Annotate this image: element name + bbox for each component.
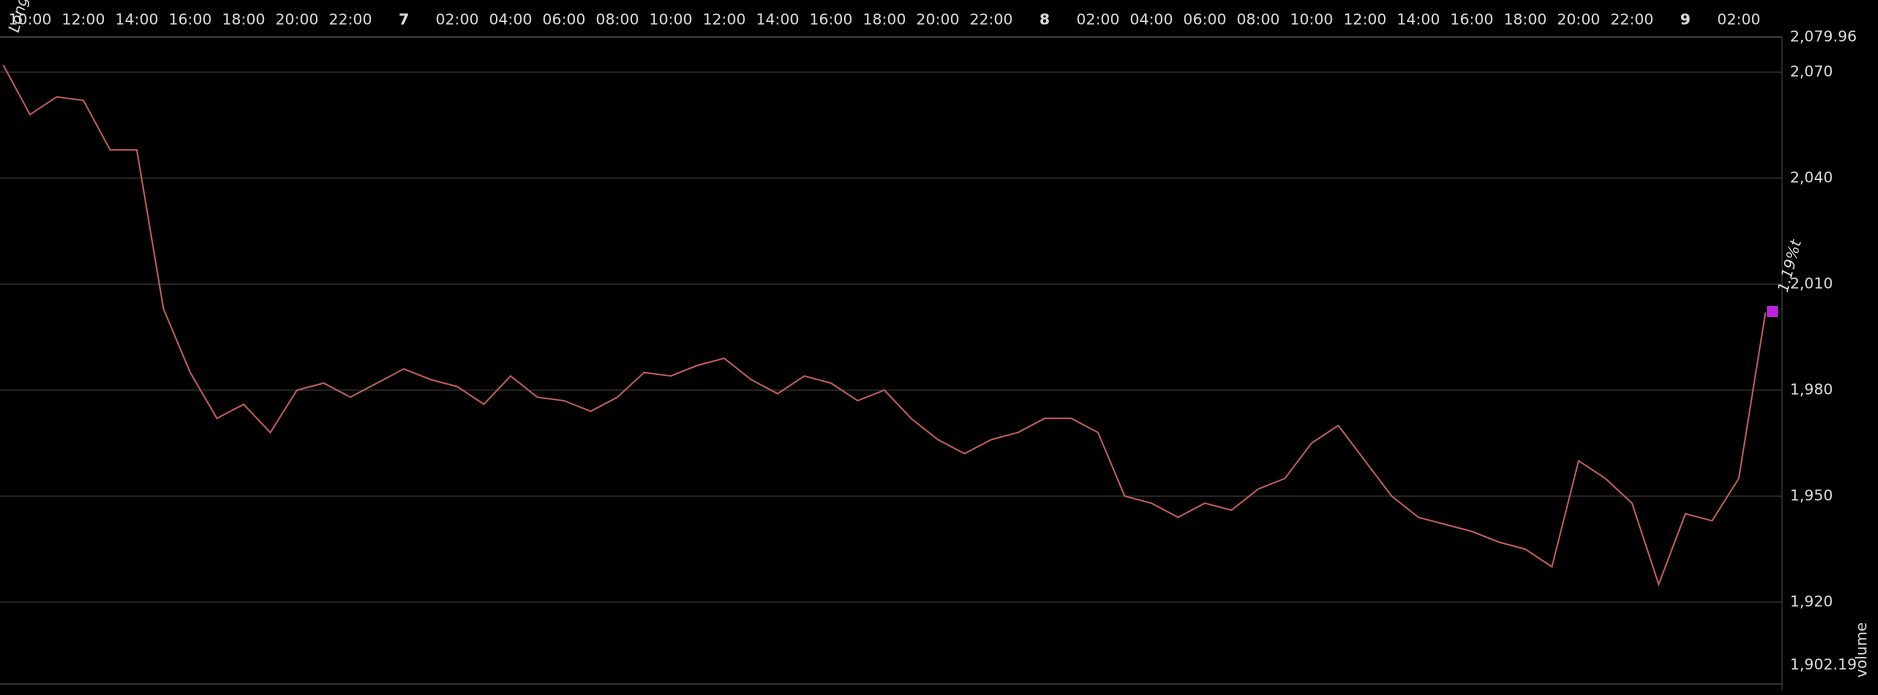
x-tick-label: 02:00 (1717, 11, 1760, 29)
y-tick-label: 2,040 (1790, 169, 1833, 187)
x-tick-label: 18:00 (222, 11, 265, 29)
x-tick-label: 06:00 (1183, 11, 1226, 29)
x-tick-label: 18:00 (863, 11, 906, 29)
x-tick-label: 14:00 (756, 11, 799, 29)
volume-label: volume (1853, 622, 1871, 678)
x-tick-label: 10:00 (1290, 11, 1333, 29)
x-tick-label: 02:00 (1076, 11, 1119, 29)
x-tick-label: 04:00 (1130, 11, 1173, 29)
x-tick-label: 10:00 (8, 11, 51, 29)
x-tick-label: 12:00 (703, 11, 746, 29)
x-tick-label: 7 (399, 11, 409, 29)
x-tick-label: 8 (1039, 11, 1049, 29)
x-tick-label: 04:00 (489, 11, 532, 29)
x-tick-label: 20:00 (916, 11, 959, 29)
x-tick-label: 06:00 (542, 11, 585, 29)
y-tick-label: 1,950 (1790, 487, 1833, 505)
x-tick-label: 20:00 (1557, 11, 1600, 29)
price-line (2, 64, 1767, 587)
current-marker (1767, 306, 1778, 317)
y-tick-label: 2,070 (1790, 63, 1833, 81)
x-tick-label: 14:00 (115, 11, 158, 29)
x-tick-label: 16:00 (1450, 11, 1493, 29)
x-tick-label: 22:00 (1610, 11, 1653, 29)
y-tick-label: 2,079.96 (1790, 28, 1857, 46)
x-tick-label: 08:00 (596, 11, 639, 29)
y-tick-label: 1,920 (1790, 593, 1833, 611)
x-tick-label: 22:00 (329, 11, 372, 29)
x-tick-label: 22:00 (970, 11, 1013, 29)
x-tick-label: 16:00 (809, 11, 852, 29)
x-tick-label: 02:00 (436, 11, 479, 29)
x-tick-label: 20:00 (275, 11, 318, 29)
x-tick-label: 12:00 (1343, 11, 1386, 29)
y-tick-label: 1,902.19 (1790, 656, 1857, 674)
x-tick-label: 12:00 (62, 11, 105, 29)
y-tick-label: 2,010 (1790, 275, 1833, 293)
x-tick-label: 9 (1680, 11, 1690, 29)
x-tick-label: 18:00 (1504, 11, 1547, 29)
x-tick-label: 08:00 (1237, 11, 1280, 29)
x-tick-label: 10:00 (649, 11, 692, 29)
x-tick-label: 16:00 (169, 11, 212, 29)
y-tick-label: 1,980 (1790, 381, 1833, 399)
x-tick-label: 14:00 (1397, 11, 1440, 29)
